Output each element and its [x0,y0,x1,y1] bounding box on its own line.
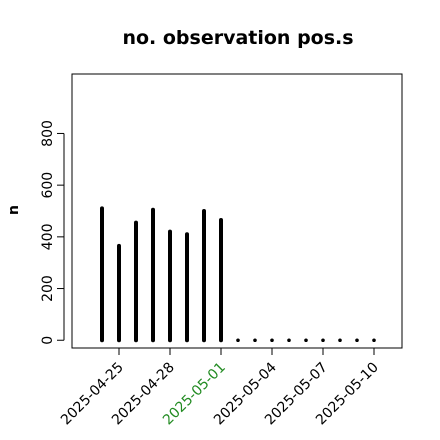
plot-frame [71,73,403,349]
y-tick-label: 0 [40,336,56,345]
x-axis: 2025-04-252025-04-282025-05-012025-05-04… [58,347,382,428]
y-tick-label: 200 [40,275,56,302]
y-axis: 0 200 400 600 800 [40,120,65,345]
bar [253,338,257,343]
bar [287,338,291,343]
bar [372,338,376,343]
bar [338,338,342,343]
bar [355,338,359,343]
bar [270,338,274,343]
bar-series [100,206,376,343]
chart-title: no. observation pos.s [122,27,353,49]
y-tick-label: 400 [40,223,56,250]
y-tick-label: 600 [40,172,56,199]
bar [304,338,308,343]
y-axis-label: n [6,205,22,215]
bar [321,338,325,343]
bar [236,338,240,343]
y-tick-label: 800 [40,120,56,147]
